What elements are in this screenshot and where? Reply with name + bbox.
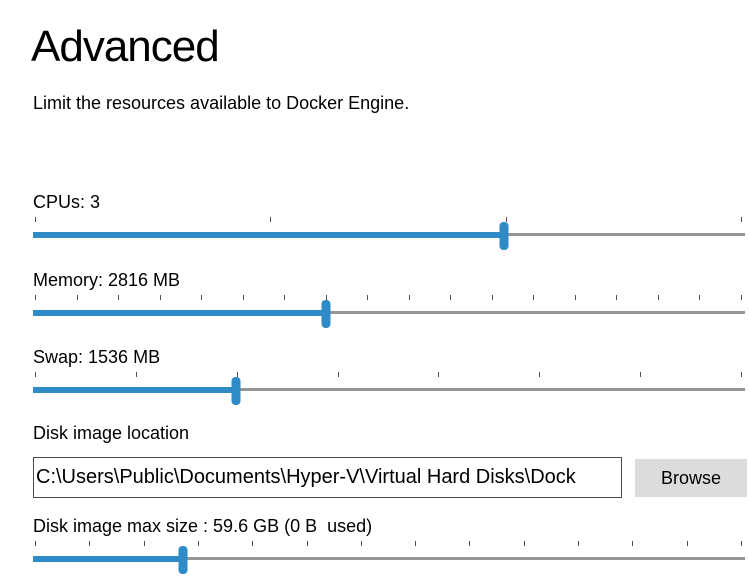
tick-mark [35, 217, 36, 222]
swap-slider-thumb[interactable] [231, 377, 241, 405]
cpus-slider-fill [33, 232, 505, 238]
swap-slider-track[interactable] [235, 388, 745, 391]
memory-label: Memory: 2816 MB [33, 270, 181, 290]
page-title: Advanced [31, 22, 220, 71]
tick-mark [197, 541, 199, 546]
tick-mark [574, 295, 576, 300]
tick-mark [539, 372, 541, 377]
browse-button[interactable]: Browse [635, 459, 747, 497]
memory-tick-marks [35, 295, 742, 300]
disk-size-tick-marks [35, 541, 742, 546]
tick-mark [616, 295, 618, 300]
tick-mark [89, 541, 91, 546]
tick-mark [201, 295, 203, 300]
cpus-slider[interactable] [33, 217, 745, 253]
cpus-tick-marks [35, 217, 742, 222]
memory-slider-fill [33, 310, 326, 316]
memory-slider-track[interactable] [325, 311, 745, 314]
tick-mark [135, 372, 137, 377]
tick-mark [143, 541, 145, 546]
tick-mark [438, 372, 440, 377]
tick-mark [252, 541, 254, 546]
tick-mark [337, 372, 339, 377]
disk-image-max-size-label: Disk image max size : 59.6 GB (0 B used) [33, 516, 373, 536]
disk-image-max-size-slider[interactable] [33, 541, 745, 577]
tick-mark [450, 295, 452, 300]
tick-mark [640, 372, 642, 377]
memory-slider[interactable] [33, 295, 745, 331]
tick-mark [469, 541, 471, 546]
tick-mark [533, 295, 535, 300]
page-subtitle: Limit the resources available to Docker … [33, 93, 410, 113]
tick-mark [76, 295, 78, 300]
tick-mark [491, 295, 493, 300]
tick-mark [741, 372, 742, 377]
cpus-label: CPUs: 3 [33, 192, 101, 212]
tick-mark [415, 541, 417, 546]
memory-slider-thumb[interactable] [321, 300, 331, 328]
tick-mark [741, 295, 742, 300]
tick-mark [270, 217, 272, 222]
tick-mark [741, 541, 742, 546]
disk-size-slider-fill [33, 556, 184, 562]
tick-mark [236, 372, 238, 377]
tick-mark [35, 372, 36, 377]
tick-mark [523, 541, 525, 546]
tick-mark [505, 217, 507, 222]
cpus-slider-thumb[interactable] [499, 222, 509, 250]
tick-mark [306, 541, 308, 546]
swap-tick-marks [35, 372, 742, 377]
tick-mark [741, 217, 742, 222]
tick-mark [325, 295, 327, 300]
tick-mark [242, 295, 244, 300]
swap-label: Swap: 1536 MB [33, 347, 161, 367]
tick-mark [35, 541, 36, 546]
tick-mark [408, 295, 410, 300]
swap-slider[interactable] [33, 372, 745, 408]
tick-mark [284, 295, 286, 300]
tick-mark [360, 541, 362, 546]
tick-mark [35, 295, 36, 300]
tick-mark [118, 295, 120, 300]
tick-mark [632, 541, 634, 546]
disk-size-slider-thumb[interactable] [178, 546, 188, 574]
disk-image-location-input[interactable] [33, 457, 622, 498]
cpus-slider-track[interactable] [504, 233, 745, 236]
swap-slider-fill [33, 387, 236, 393]
tick-mark [657, 295, 659, 300]
tick-mark [578, 541, 580, 546]
tick-mark [686, 541, 688, 546]
tick-mark [367, 295, 369, 300]
disk-size-slider-track[interactable] [183, 557, 745, 560]
tick-mark [699, 295, 701, 300]
disk-image-location-label: Disk image location [33, 423, 190, 443]
tick-mark [159, 295, 161, 300]
